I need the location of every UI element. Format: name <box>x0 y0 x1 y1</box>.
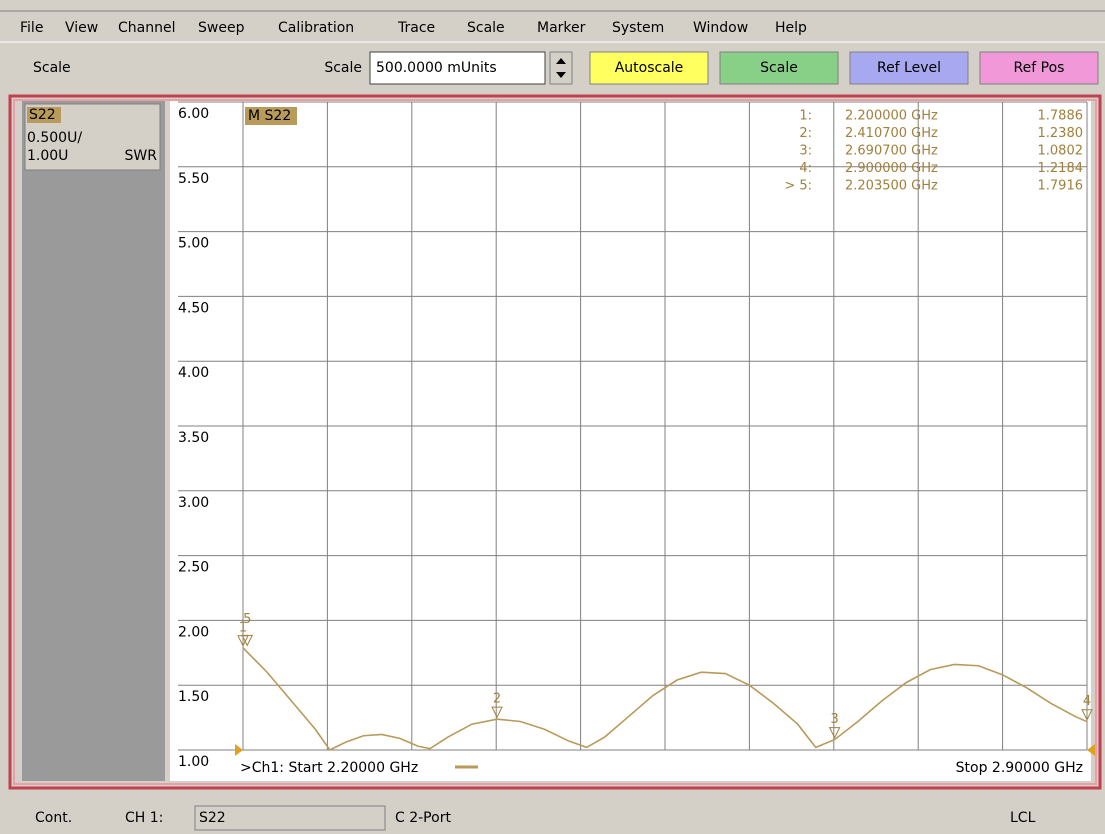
marker-id: 1 <box>239 620 247 635</box>
toolbar-button[interactable] <box>849 51 969 85</box>
menu-item[interactable]: Scale <box>467 20 505 36</box>
marker-readout-x: 2.410700 GHz <box>845 126 938 141</box>
marker-readout-y: 1.2184 <box>1038 161 1084 176</box>
start-pointer <box>235 744 243 756</box>
marker-triangle <box>491 706 503 719</box>
toolbar-button-label: Autoscale <box>615 60 684 76</box>
chart-area <box>170 101 1091 781</box>
marker-readout-x: 2.690700 GHz <box>845 144 938 159</box>
stop-pointer <box>1087 744 1095 756</box>
trace-name-box <box>27 107 61 123</box>
trace-scale: 0.500U/ <box>27 130 82 146</box>
menu-item[interactable]: Calibration <box>278 20 354 36</box>
trace-label-box <box>245 107 297 125</box>
trace-name: S22 <box>29 107 56 123</box>
y-tick-label: 3.00 <box>178 495 209 511</box>
marker-id: 2 <box>493 692 501 707</box>
y-tick-label: 1.00 <box>178 754 209 770</box>
toolbar-button-label: Ref Pos <box>1014 60 1065 76</box>
menu-item[interactable]: System <box>612 20 664 36</box>
marker-readout-x: 2.203500 GHz <box>845 179 938 194</box>
menu-item[interactable]: Trace <box>397 20 435 36</box>
toolbar-button-label: Ref Level <box>877 60 941 76</box>
y-tick-label: 5.50 <box>178 171 209 187</box>
marker-id: 5 <box>243 612 251 627</box>
status-parameter: S22 <box>199 810 226 826</box>
field-label: Scale <box>324 60 362 76</box>
marker-readout-x: 2.200000 GHz <box>845 109 938 124</box>
marker-readout-label: > 5: <box>784 179 812 194</box>
scale-input-value: 500.0000 mUnits <box>376 60 497 76</box>
menu-item[interactable]: Help <box>775 20 807 36</box>
spinner-arrows <box>556 58 566 78</box>
status-mode: Cont. <box>35 810 72 826</box>
spinner[interactable] <box>549 51 573 85</box>
toolbar-button-label: Scale <box>760 60 798 76</box>
marker-id: 4 <box>1083 694 1091 709</box>
menu-item[interactable]: Marker <box>537 20 586 36</box>
status-cal: C 2-Port <box>395 810 451 826</box>
toolbar-button[interactable] <box>719 51 839 85</box>
marker-readout-label: 1: <box>799 109 812 124</box>
marker-triangle <box>241 634 254 647</box>
window-frame <box>8 94 1102 790</box>
marker-readout-x: 2.900000 GHz <box>845 161 938 176</box>
y-tick-label: 4.00 <box>178 365 209 381</box>
status-channel: CH 1: <box>125 810 163 826</box>
toolbar-button[interactable] <box>589 51 709 85</box>
marker-readout-y: 1.7916 <box>1038 179 1084 194</box>
menu-item[interactable]: Sweep <box>198 20 245 36</box>
trace-ref: 1.00U <box>27 148 68 164</box>
marker-readout-y: 1.2380 <box>1038 126 1084 141</box>
marker-readout-label: 3: <box>799 144 812 159</box>
menu-item[interactable]: File <box>20 20 43 36</box>
status-remote: LCL <box>1010 810 1036 826</box>
menu-item[interactable]: Window <box>693 20 748 36</box>
y-tick-label: 1.50 <box>178 689 209 705</box>
marker-readout-label: 2: <box>799 126 812 141</box>
marker-readout-y: 1.7886 <box>1038 109 1084 124</box>
start-label: >Ch1: Start 2.20000 GHz <box>240 760 418 776</box>
window-frame-inner <box>13 99 1097 785</box>
marker-readout-label: 4: <box>799 161 812 176</box>
trace-label: M S22 <box>248 108 291 124</box>
y-tick-label: 4.50 <box>178 300 209 316</box>
trace-line <box>242 647 1088 752</box>
stop-label: Stop 2.90000 GHz <box>956 760 1083 776</box>
trace-panel <box>22 101 165 781</box>
y-tick-label: 3.50 <box>178 430 209 446</box>
trace-format: SWR <box>125 148 158 164</box>
toolbar-button[interactable] <box>979 51 1099 85</box>
y-tick-label: 5.00 <box>178 236 209 252</box>
toolbar-section: Scale <box>33 60 71 76</box>
scale-input[interactable] <box>369 51 546 85</box>
y-tick-label: 2.00 <box>178 624 209 640</box>
menu-item[interactable]: View <box>65 20 98 36</box>
marker-triangle <box>828 727 841 739</box>
status-param-box <box>194 805 386 831</box>
menu-item[interactable]: Channel <box>118 20 175 36</box>
marker-triangle <box>1081 709 1093 721</box>
y-tick-label: 6.00 <box>178 106 209 122</box>
marker-id: 3 <box>831 712 839 727</box>
marker-readout-y: 1.0802 <box>1038 144 1084 159</box>
y-tick-label: 2.50 <box>178 560 209 576</box>
